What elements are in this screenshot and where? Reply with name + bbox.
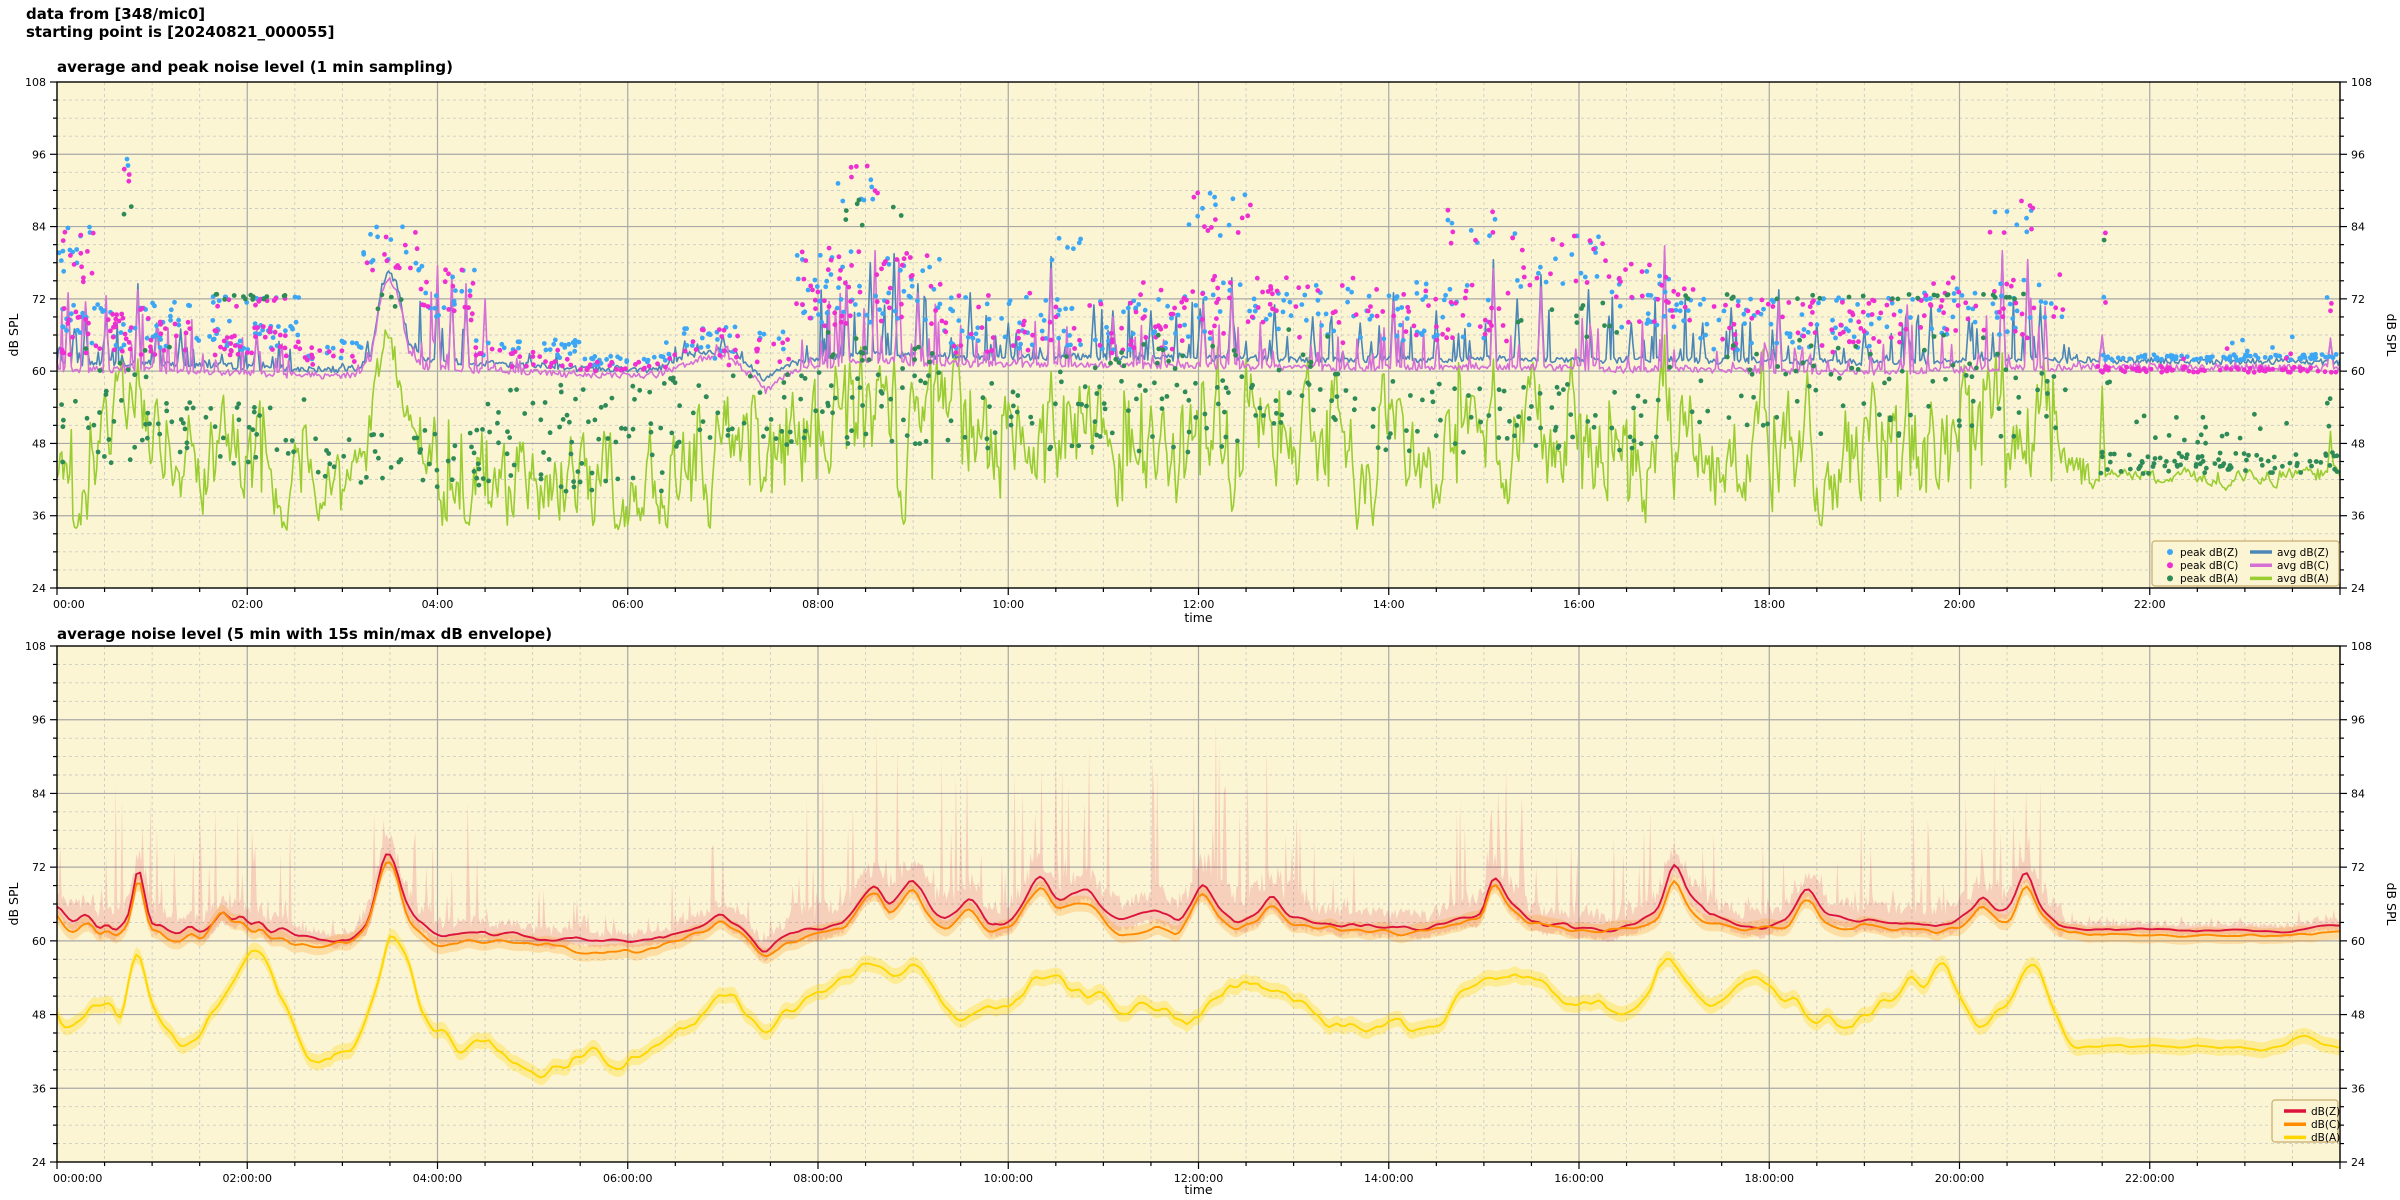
y-tick-label-left: 60: [32, 935, 46, 948]
x-tick-label: 18:00: [1753, 598, 1785, 611]
x-tick-label: 16:00:00: [1554, 1172, 1603, 1185]
y-tick-label-right: 72: [2351, 293, 2365, 306]
chart-2: 00:00:00 02:00:00 04:00:00 06:00:00 08:00:00…: [25, 640, 2372, 1185]
ticks: [50, 81, 2347, 595]
y-tick-label-right: 96: [2351, 148, 2365, 161]
legend-box: [2151, 540, 2340, 587]
y-tick-label-right: 60: [2351, 365, 2365, 378]
scatter-peak dB(Z): [56, 156, 2339, 368]
y-tick-label-right: 108: [2351, 76, 2372, 89]
x-tick-label: 14:00:00: [1364, 1172, 1413, 1185]
x-tick-label: 02:00: [231, 598, 263, 611]
y-tick-label-left: 72: [32, 861, 46, 874]
legend-label: peak dB(Z): [2180, 547, 2238, 559]
chart2-title: average noise level (5 min with 15s min/…: [57, 625, 553, 643]
legend-label: peak dB(C): [2180, 560, 2238, 572]
x-tick-label: 16:00: [1563, 598, 1595, 611]
x-tick-label: 08:00: [802, 598, 834, 611]
legend: peak dB(Z)peak dB(C)peak dB(A)avg dB(Z)a…: [2151, 540, 2340, 587]
y-tick-label-left: 96: [32, 148, 46, 161]
chart1-ylabel-left: dB SPL: [6, 313, 21, 357]
chart2-ylabel-left: dB SPL: [6, 882, 21, 926]
legend-label: peak dB(A): [2180, 573, 2238, 585]
x-tick-label: 06:00:00: [603, 1172, 652, 1185]
y-tick-label-right: 48: [2351, 1009, 2365, 1022]
chart1-ylabel-right: dB SPL: [2384, 313, 2399, 357]
scatter-peak dB(A): [59, 197, 2340, 494]
x-tick-label: 14:00: [1373, 598, 1405, 611]
x-tick-label: 12:00: [1183, 598, 1215, 611]
x-tick-label: 04:00: [422, 598, 454, 611]
legend: dB(Z)dB(C)dB(A): [2271, 1099, 2340, 1144]
y-tick-label-right: 48: [2351, 437, 2365, 450]
y-tick-label-left: 60: [32, 365, 46, 378]
legend-label: avg dB(Z): [2277, 547, 2329, 559]
x-tick-label: 20:00:00: [1935, 1172, 1984, 1185]
legend-label: avg dB(C): [2277, 560, 2329, 572]
x-tick-label: 22:00:00: [2125, 1172, 2174, 1185]
y-tick-label-left: 36: [32, 510, 46, 523]
series-line-dB(C): [56, 861, 2341, 958]
y-tick-label-left: 108: [25, 76, 46, 89]
y-tick-label-right: 24: [2351, 1156, 2365, 1169]
y-tick-label-right: 108: [2351, 640, 2372, 653]
chart1-title: average and peak noise level (1 min samp…: [57, 58, 453, 76]
y-tick-label-left: 36: [32, 1082, 46, 1095]
series-line-dB(A): [56, 935, 2341, 1079]
x-tick-label: 18:00:00: [1745, 1172, 1794, 1185]
legend-marker-icon: [2167, 575, 2173, 582]
scatter-peak dB(C): [59, 163, 2339, 375]
x-tick-label: 00:00:00: [53, 1172, 102, 1185]
y-tick-label-right: 36: [2351, 1082, 2365, 1095]
band-dB(A): [57, 928, 2340, 1086]
y-tick-label-left: 84: [32, 221, 46, 234]
x-tick-label: 04:00:00: [413, 1172, 462, 1185]
grid-major: [57, 646, 2340, 1162]
legend-label: dB(A): [2311, 1132, 2340, 1144]
x-tick-label: 12:00:00: [1174, 1172, 1223, 1185]
y-tick-label-left: 72: [32, 293, 46, 306]
chart2-ylabel-right: dB SPL: [2384, 882, 2399, 926]
y-tick-label-right: 96: [2351, 714, 2365, 727]
y-tick-label-right: 72: [2351, 861, 2365, 874]
x-tick-label: 06:00: [612, 598, 644, 611]
y-tick-label-left: 48: [32, 1009, 46, 1022]
tick-labels: 00:00:00 02:00:00 04:00:00 06:00:00 08:00:00…: [25, 640, 2372, 1185]
chart2-xlabel: time: [1184, 1182, 1213, 1197]
x-tick-label: 10:00: [992, 598, 1024, 611]
header-line-2: starting point is [20240821_000055]: [26, 23, 335, 41]
legend-marker-icon: [2167, 562, 2173, 569]
y-tick-label-left: 24: [32, 1156, 46, 1169]
x-tick-label: 02:00:00: [223, 1172, 272, 1185]
y-tick-label-right: 24: [2351, 582, 2365, 595]
y-tick-label-left: 24: [32, 582, 46, 595]
chart-1: 00:00 02:00 04:00 06:00 08:00 10:00 12:00 14:00…: [25, 76, 2372, 611]
legend-label: dB(Z): [2311, 1106, 2340, 1118]
x-tick-label: 22:00: [2134, 598, 2166, 611]
legend-marker-icon: [2167, 549, 2173, 555]
y-tick-label-left: 96: [32, 714, 46, 727]
y-tick-label-right: 84: [2351, 221, 2365, 234]
x-tick-label: 08:00:00: [793, 1172, 842, 1185]
ticks: [50, 645, 2347, 1169]
y-tick-label-right: 84: [2351, 787, 2365, 800]
y-tick-label-left: 84: [32, 787, 46, 800]
y-tick-label-right: 36: [2351, 510, 2365, 523]
series-line-avg dB(C): [56, 245, 2341, 395]
tick-labels: 00:00 02:00 04:00 06:00 08:00 10:00 12:00 14:00…: [25, 76, 2372, 611]
chart1-xlabel: time: [1184, 610, 1213, 625]
x-tick-label: 10:00:00: [984, 1172, 1033, 1185]
legend-label: dB(C): [2311, 1119, 2340, 1131]
y-tick-label-right: 60: [2351, 935, 2365, 948]
series-line-dB(Z): [56, 853, 2341, 953]
x-tick-label: 20:00: [1944, 598, 1976, 611]
x-tick-label: 00:00: [53, 598, 85, 611]
y-tick-label-left: 48: [32, 437, 46, 450]
legend-label: avg dB(A): [2277, 573, 2329, 585]
header-line-1: data from [348/mic0]: [26, 5, 206, 23]
y-tick-label-left: 108: [25, 640, 46, 653]
